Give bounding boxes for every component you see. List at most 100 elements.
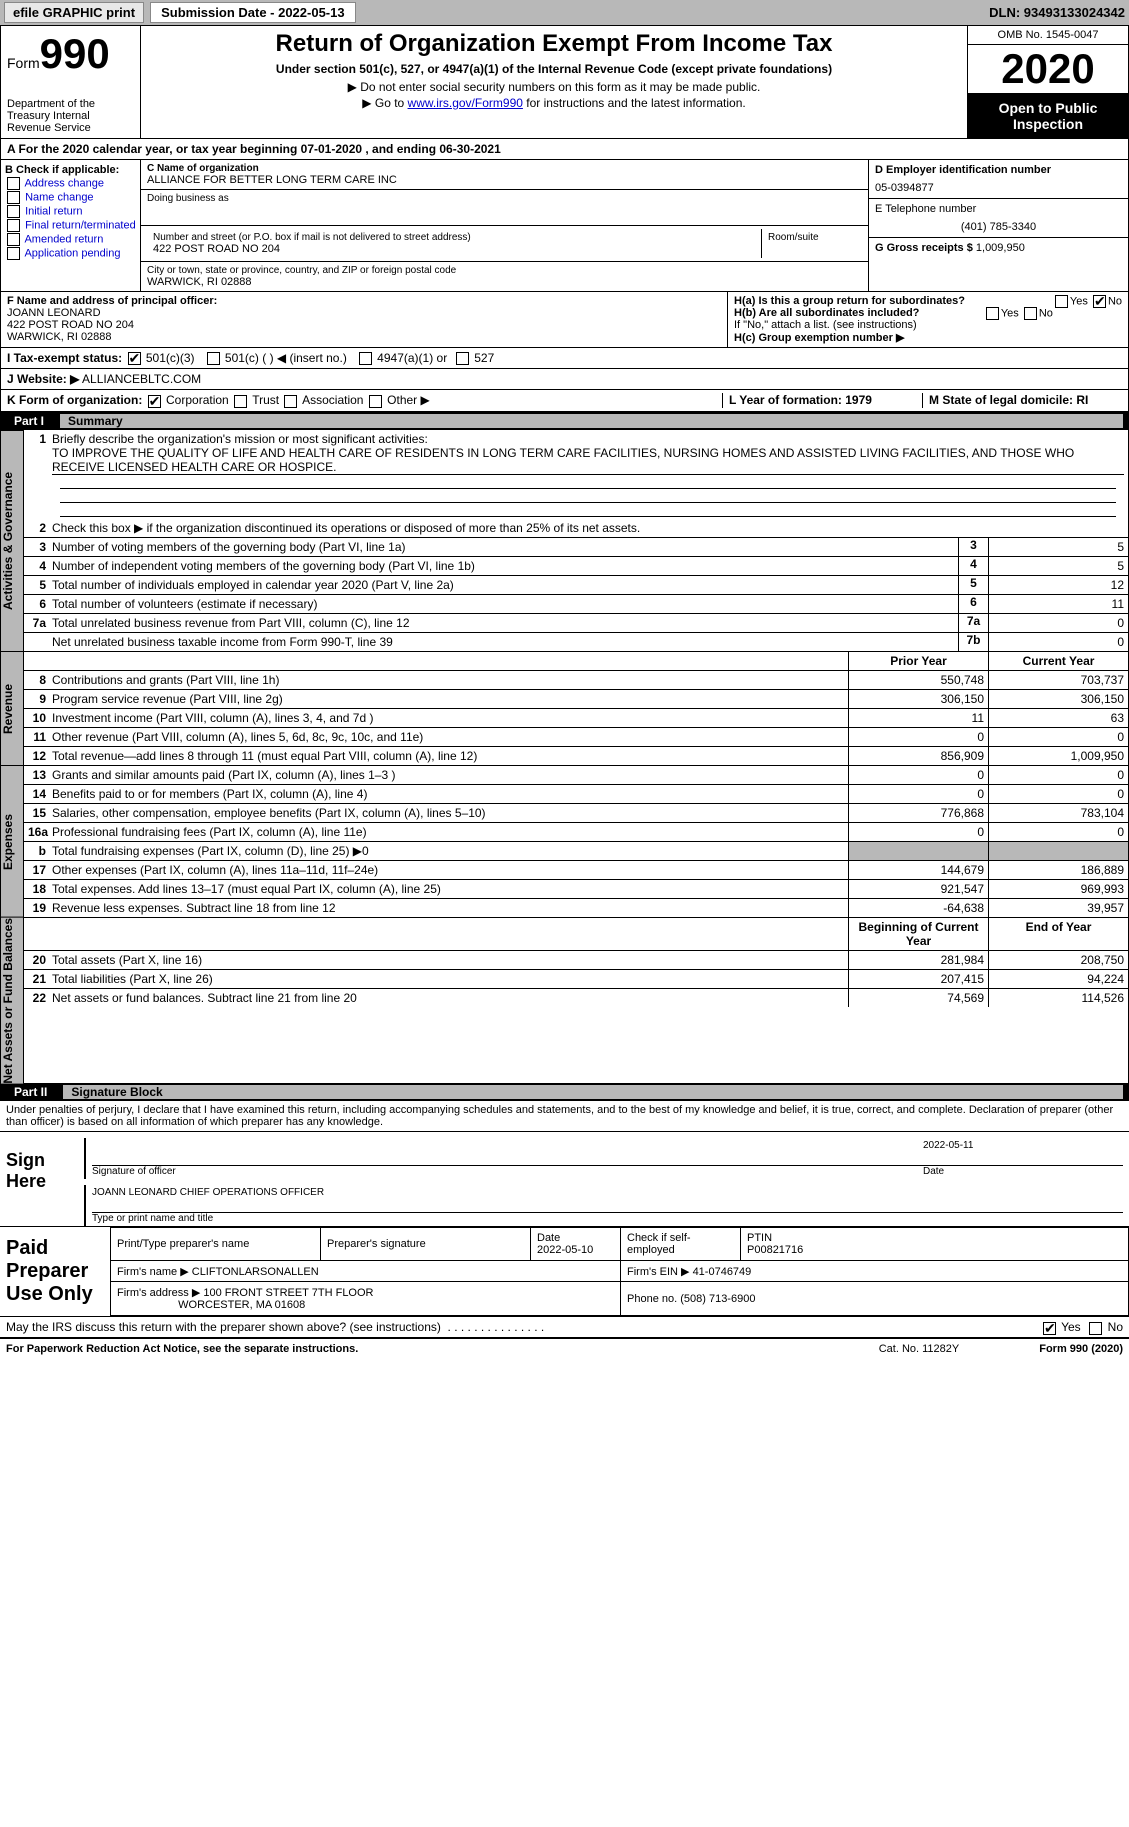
col-b-checkboxes: B Check if applicable: Address change Na… xyxy=(1,160,141,291)
room-suite-label: Room/suite xyxy=(762,229,862,258)
m-state-domicile: M State of legal domicile: RI xyxy=(922,393,1122,407)
k-label: K Form of organization: xyxy=(7,393,142,407)
h-c: H(c) Group exemption number ▶ xyxy=(734,332,904,344)
row-f-h: F Name and address of principal officer:… xyxy=(0,292,1129,348)
page-footer: For Paperwork Reduction Act Notice, see … xyxy=(0,1339,1129,1359)
header-right: OMB No. 1545-0047 2020 Open to Public In… xyxy=(968,26,1128,138)
pp-date: 2022-05-10 xyxy=(537,1244,593,1256)
irs-yes: Yes xyxy=(1061,1320,1081,1334)
exp-line-18: 18Total expenses. Add lines 13–17 (must … xyxy=(24,879,1128,898)
gov-line-5: 5Total number of individuals employed in… xyxy=(24,575,1128,594)
phone-value: (401) 785-3340 xyxy=(875,221,1122,233)
chk-initial-return[interactable]: Initial return xyxy=(5,205,136,218)
paid-preparer-block: Paid Preparer Use Only Print/Type prepar… xyxy=(0,1227,1129,1317)
chk-corp[interactable] xyxy=(148,395,161,408)
b-header: B Check if applicable: xyxy=(5,164,136,176)
chk-final-return[interactable]: Final return/terminated xyxy=(5,219,136,232)
chk-501c[interactable] xyxy=(207,352,220,365)
pp-name-label: Print/Type preparer's name xyxy=(111,1228,321,1261)
firm-phone: (508) 713-6900 xyxy=(680,1293,755,1305)
efile-print-button[interactable]: efile GRAPHIC print xyxy=(4,2,144,23)
part2-title: Signature Block xyxy=(63,1085,1123,1099)
rev-line-12: 12Total revenue—add lines 8 through 11 (… xyxy=(24,746,1128,765)
irs-no-chk[interactable] xyxy=(1089,1322,1102,1335)
hb-no[interactable]: No xyxy=(1039,307,1053,319)
col-c-org: C Name of organization ALLIANCE FOR BETT… xyxy=(141,160,868,291)
c-name-label: C Name of organization xyxy=(147,163,862,174)
sign-here-label: Sign Here xyxy=(0,1132,80,1226)
k-other: Other ▶ xyxy=(387,393,430,407)
hb-yes[interactable]: Yes xyxy=(1001,307,1019,319)
row-a-tax-year: A For the 2020 calendar year, or tax yea… xyxy=(0,139,1129,160)
officer-addr2: WARWICK, RI 02888 xyxy=(7,331,112,343)
chk-address-change[interactable]: Address change xyxy=(5,177,136,190)
col-deg: D Employer identification number 05-0394… xyxy=(868,160,1128,291)
irs-link[interactable]: www.irs.gov/Form990 xyxy=(408,96,523,110)
row-j-website: J Website: ▶ ALLIANCEBLTC.COM xyxy=(0,369,1129,390)
exp-line-19: 19Revenue less expenses. Subtract line 1… xyxy=(24,898,1128,917)
chk-name-change[interactable]: Name change xyxy=(5,191,136,204)
street-label: Number and street (or P.O. box if mail i… xyxy=(153,232,755,243)
officer-name: JOANN LEONARD xyxy=(7,307,101,319)
vtab-governance: Activities & Governance xyxy=(0,430,24,651)
firm-ein-label: Firm's EIN ▶ xyxy=(627,1266,690,1278)
i-4947: 4947(a)(1) or xyxy=(377,351,447,365)
part2-num: Part II xyxy=(6,1085,55,1099)
org-name: ALLIANCE FOR BETTER LONG TERM CARE INC xyxy=(147,174,862,186)
dba-label: Doing business as xyxy=(147,193,862,204)
l2-text: Check this box ▶ if the organization dis… xyxy=(52,521,1124,535)
dept-label: Department of the Treasury Internal Reve… xyxy=(7,98,134,134)
officer-name-title: JOANN LEONARD CHIEF OPERATIONS OFFICER xyxy=(92,1187,1123,1198)
gross-receipts: 1,009,950 xyxy=(976,242,1025,254)
chk-other[interactable] xyxy=(369,395,382,408)
summary-revenue: Revenue Prior YearCurrent Year8Contribut… xyxy=(0,651,1129,765)
irs-yes-chk[interactable] xyxy=(1043,1322,1056,1335)
i-label: I Tax-exempt status: xyxy=(7,351,122,365)
footer-left: For Paperwork Reduction Act Notice, see … xyxy=(6,1343,358,1355)
h-a: H(a) Is this a group return for subordin… xyxy=(734,295,965,307)
nab-line-20: 20Total assets (Part X, line 16) 281,984… xyxy=(24,950,1128,969)
part1-header: Part I Summary xyxy=(0,412,1129,430)
perjury-declaration: Under penalties of perjury, I declare th… xyxy=(0,1101,1129,1132)
submission-date: Submission Date - 2022-05-13 xyxy=(150,2,356,23)
nab-line-22: 22Net assets or fund balances. Subtract … xyxy=(24,988,1128,1007)
omb-number: OMB No. 1545-0047 xyxy=(968,26,1128,45)
form-header: Form990 Department of the Treasury Inter… xyxy=(0,25,1129,139)
e-phone-label: E Telephone number xyxy=(875,203,976,215)
open-to-public: Open to Public Inspection xyxy=(968,94,1128,138)
tax-year: 2020 xyxy=(968,45,1128,94)
firm-name-label: Firm's name ▶ xyxy=(117,1266,189,1278)
ha-no[interactable]: No xyxy=(1108,295,1122,307)
ptin-value: P00821716 xyxy=(747,1244,803,1256)
chk-amended[interactable]: Amended return xyxy=(5,233,136,246)
firm-phone-label: Phone no. xyxy=(627,1293,677,1305)
chk-assoc[interactable] xyxy=(284,395,297,408)
chk-4947[interactable] xyxy=(359,352,372,365)
l1-label: Briefly describe the organization's miss… xyxy=(52,432,428,446)
chk-527[interactable] xyxy=(456,352,469,365)
rev-line-10: 10Investment income (Part VIII, column (… xyxy=(24,708,1128,727)
vtab-netassets: Net Assets or Fund Balances xyxy=(0,917,24,1084)
chk-pending[interactable]: Application pending xyxy=(5,247,136,260)
sig-date-label: Date xyxy=(923,1166,1123,1177)
k-corp: Corporation xyxy=(166,393,229,407)
vtab-revenue: Revenue xyxy=(0,651,24,765)
may-irs-discuss: May the IRS discuss this return with the… xyxy=(0,1317,1129,1339)
note-link: ▶ Go to www.irs.gov/Form990 for instruct… xyxy=(149,96,959,110)
section-bcd: B Check if applicable: Address change Na… xyxy=(0,160,1129,292)
footer-catno: Cat. No. 11282Y xyxy=(879,1343,960,1355)
summary-governance: Activities & Governance 1Briefly describ… xyxy=(0,430,1129,651)
chk-trust[interactable] xyxy=(234,395,247,408)
h-group: H(a) Is this a group return for subordin… xyxy=(728,292,1128,347)
ha-yes[interactable]: Yes xyxy=(1070,295,1088,307)
city-state-zip: WARWICK, RI 02888 xyxy=(147,276,862,288)
f-label: F Name and address of principal officer: xyxy=(7,295,217,307)
chk-501c3[interactable] xyxy=(128,352,141,365)
nab-header-row: Beginning of Current YearEnd of Year xyxy=(24,917,1128,950)
rev-line-11: 11Other revenue (Part VIII, column (A), … xyxy=(24,727,1128,746)
gov-line-6: 6Total number of volunteers (estimate if… xyxy=(24,594,1128,613)
form-prefix: Form xyxy=(7,55,40,71)
part1-num: Part I xyxy=(6,414,52,428)
row-a-text: A For the 2020 calendar year, or tax yea… xyxy=(7,142,501,156)
pp-date-label: Date xyxy=(537,1232,560,1244)
